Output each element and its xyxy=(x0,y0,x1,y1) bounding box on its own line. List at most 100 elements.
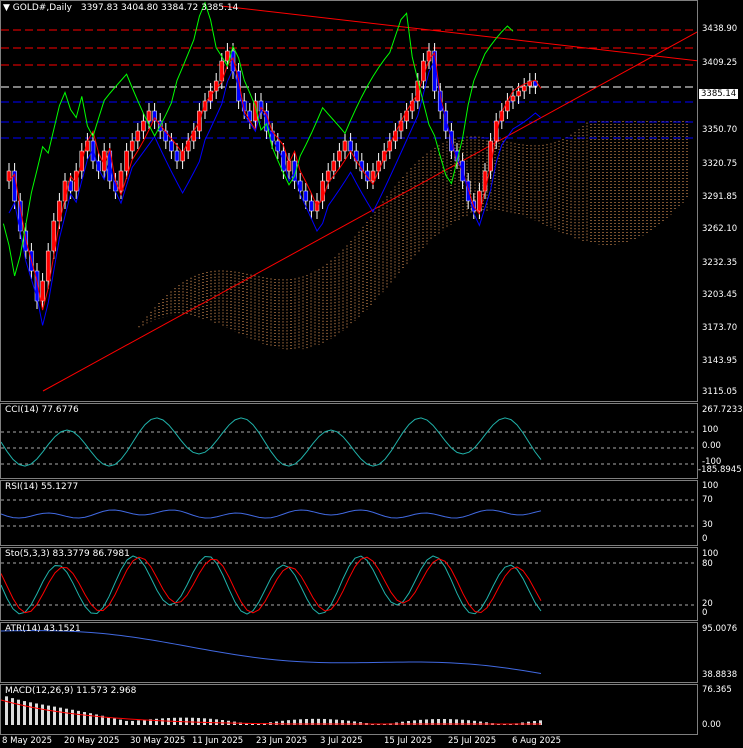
candle-body xyxy=(247,110,253,122)
macd-histogram-bar xyxy=(29,702,32,725)
candle-body xyxy=(516,90,521,97)
date-tick: 25 Jul 2025 xyxy=(448,736,497,746)
cci-line xyxy=(1,417,542,467)
price-chart-pane[interactable]: ▼ GOLD#,Daily 3397.83 3404.80 3384.72 33… xyxy=(0,0,698,402)
rsi-tick: 0 xyxy=(702,534,708,544)
macd-histogram-bar xyxy=(437,719,440,725)
macd-histogram-bar xyxy=(107,717,110,725)
price-tick: 3115.05 xyxy=(702,387,738,397)
stochastic-label: Sto(5,3,3) 83.3779 86.7981 xyxy=(5,549,130,559)
macd-histogram-bar xyxy=(443,718,446,725)
macd-histogram-bar xyxy=(461,719,464,725)
macd-histogram-bar xyxy=(245,723,248,725)
price-axis: 3438.903409.253380.253350.703320.753291.… xyxy=(698,0,743,402)
macd-canvas xyxy=(1,696,542,725)
macd-histogram-bar xyxy=(65,708,68,725)
macd-histogram-bar xyxy=(539,720,542,725)
rsi-canvas xyxy=(1,499,697,527)
macd-histogram-bar xyxy=(527,721,530,725)
macd-histogram-bar xyxy=(209,718,212,725)
price-chart-canvas[interactable] xyxy=(1,1,698,402)
sto-signal-line xyxy=(1,556,542,614)
price-tick: 3291.85 xyxy=(702,192,738,202)
candle-body xyxy=(230,50,236,72)
atr-pane[interactable]: ATR(14) 43.1521 xyxy=(0,622,698,683)
candle-body xyxy=(141,120,146,132)
candle-body xyxy=(286,160,292,172)
date-tick: 20 May 2025 xyxy=(64,736,120,746)
candle-body xyxy=(370,170,376,182)
macd-histogram-bar xyxy=(287,720,290,725)
cci-pane[interactable]: CCI(14) 77.6776 xyxy=(0,403,698,479)
macd-histogram-bar xyxy=(5,696,8,725)
date-tick: 3 Jul 2025 xyxy=(320,736,363,746)
date-tick: 11 Jun 2025 xyxy=(192,736,244,746)
atr-tick: 38.8838 xyxy=(702,670,738,680)
macd-tick: 76.365 xyxy=(702,685,732,695)
macd-histogram-bar xyxy=(533,720,536,725)
sto-main-line xyxy=(1,555,542,615)
macd-histogram-bar xyxy=(191,717,194,725)
macd-histogram-bar xyxy=(455,719,458,725)
macd-histogram-bar xyxy=(71,709,74,725)
candle-body xyxy=(129,140,135,152)
symbol-label: GOLD#,Daily xyxy=(12,3,72,13)
macd-histogram-bar xyxy=(317,718,320,725)
cci-axis: 267.7233 100 0.00 -100 -185.8945 xyxy=(698,403,743,479)
macd-histogram-bar xyxy=(215,719,218,725)
macd-histogram-bar xyxy=(155,718,158,725)
macd-histogram-bar xyxy=(125,720,128,725)
rsi-pane[interactable]: RSI(14) 55.1277 xyxy=(0,480,698,546)
macd-label: MACD(12,26,9) 11.573 2.968 xyxy=(5,686,137,696)
candle-body xyxy=(510,95,516,102)
macd-histogram-bar xyxy=(275,721,278,725)
atr-tick: 95.0076 xyxy=(702,624,738,634)
macd-tick: 0.00 xyxy=(702,720,721,730)
macd-histogram-bar xyxy=(311,718,314,725)
sto-tick: 100 xyxy=(702,549,719,559)
candle-body xyxy=(337,150,342,162)
candle-body xyxy=(152,110,157,122)
candle-body xyxy=(521,85,527,92)
candle-body xyxy=(146,110,152,122)
cci-label: CCI(14) 77.6776 xyxy=(5,405,79,415)
cci-tick: -185.8945 xyxy=(698,465,742,475)
macd-histogram-bar xyxy=(113,718,116,725)
cci-tick: 100 xyxy=(702,425,719,435)
cci-tick: 267.7233 xyxy=(702,405,743,415)
macd-histogram-bar xyxy=(323,718,326,725)
rsi-tick: 30 xyxy=(702,520,713,530)
macd-histogram-bar xyxy=(23,701,26,725)
macd-pane[interactable]: MACD(12,26,9) 11.573 2.968 xyxy=(0,684,698,735)
trendline-support xyxy=(42,31,697,392)
macd-histogram-bar xyxy=(293,719,296,725)
stochastic-pane[interactable]: Sto(5,3,3) 83.3779 86.7981 xyxy=(0,547,698,621)
atr-label: ATR(14) 43.1521 xyxy=(5,624,81,634)
macd-histogram-bar xyxy=(197,717,200,725)
candle-body xyxy=(381,150,387,162)
macd-histogram-bar xyxy=(281,720,284,725)
sto-tick: 20 xyxy=(702,599,713,609)
macd-axis: 76.365 0.00 xyxy=(698,684,743,735)
macd-histogram-bar xyxy=(89,713,92,725)
macd-histogram-bar xyxy=(101,715,104,725)
candle-body xyxy=(376,160,381,172)
rsi-tick: 100 xyxy=(702,481,719,491)
macd-histogram-bar xyxy=(11,698,14,725)
candle-body xyxy=(174,150,180,162)
candle-body xyxy=(90,140,96,162)
macd-histogram-bar xyxy=(251,724,254,725)
candle-body xyxy=(225,50,230,62)
ohlc-readout: 3397.83 3404.80 3384.72 3385.14 xyxy=(80,3,239,13)
macd-histogram-bar xyxy=(47,705,50,725)
candle-body xyxy=(253,100,258,122)
macd-histogram-bar xyxy=(161,718,164,725)
macd-histogram-bar xyxy=(77,710,80,725)
stochastic-axis: 100 80 20 0 xyxy=(698,547,743,621)
candle-body xyxy=(443,110,449,132)
dropdown-arrow-icon[interactable]: ▼ xyxy=(3,3,10,13)
price-tick: 3173.70 xyxy=(702,323,738,333)
rsi-tick: 70 xyxy=(702,495,713,505)
candle-body xyxy=(342,140,348,152)
macd-histogram-bar xyxy=(407,720,410,725)
